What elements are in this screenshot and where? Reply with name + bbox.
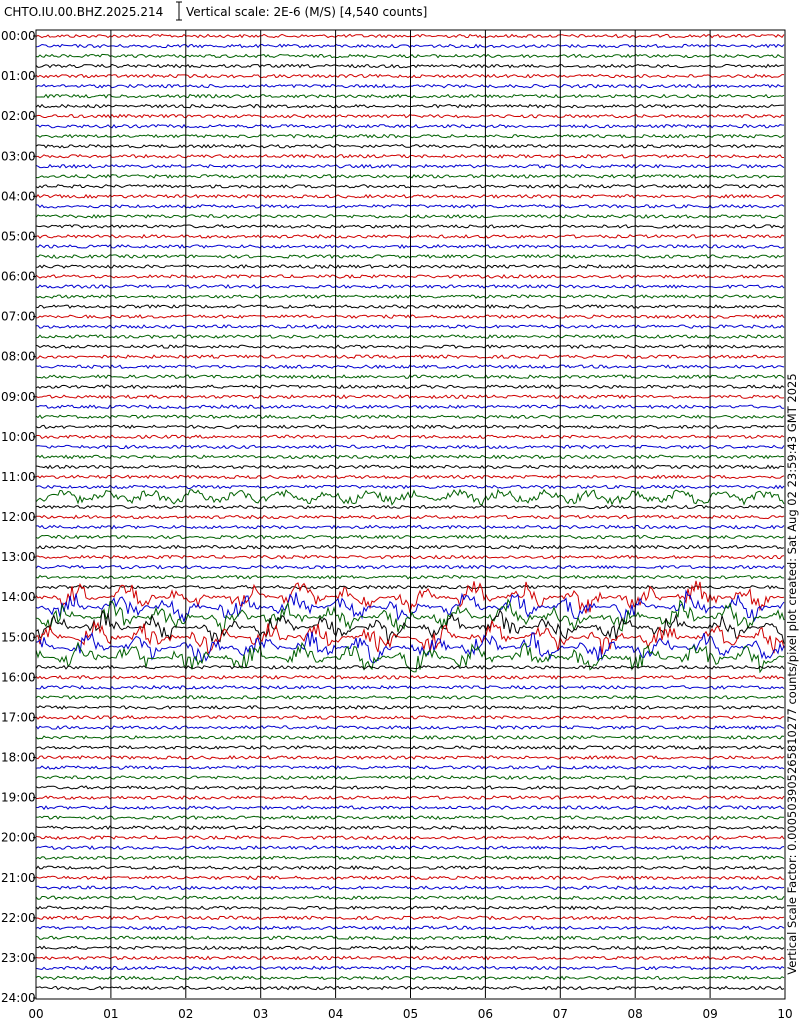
y-tick-label: 19:00 (1, 791, 36, 805)
station-label: CHTO.IU.00.BHZ.2025.214 (4, 5, 163, 19)
x-tick-label: 09 (702, 1007, 717, 1021)
y-tick-label: 24:00 (1, 991, 36, 1005)
y-tick-label: 06:00 (1, 270, 36, 284)
scale-bar (176, 1, 182, 21)
y-tick-label: 16:00 (1, 670, 36, 684)
y-tick-label: 07:00 (1, 310, 36, 324)
side-text: Vertical Scale Factor: 0.000503905265810… (785, 373, 799, 974)
x-tick-label: 01 (103, 1007, 118, 1021)
y-tick-label: 11:00 (1, 470, 36, 484)
y-tick-label: 02:00 (1, 109, 36, 123)
y-tick-label: 21:00 (1, 871, 36, 885)
scale-label: Vertical scale: 2E-6 (M/S) [4,540 counts… (186, 5, 427, 19)
y-tick-label: 23:00 (1, 951, 36, 965)
y-tick-label: 05:00 (1, 229, 36, 243)
x-tick-label: 05 (403, 1007, 418, 1021)
y-tick-label: 13:00 (1, 550, 36, 564)
x-tick-label: 07 (553, 1007, 568, 1021)
y-tick-label: 04:00 (1, 189, 36, 203)
y-tick-label: 08:00 (1, 350, 36, 364)
y-tick-label: 17:00 (1, 710, 36, 724)
y-tick-label: 15:00 (1, 630, 36, 644)
y-tick-label: 12:00 (1, 510, 36, 524)
x-tick-label: 03 (253, 1007, 268, 1021)
x-tick-label: 04 (328, 1007, 343, 1021)
y-tick-label: 18:00 (1, 751, 36, 765)
y-tick-label: 01:00 (1, 69, 36, 83)
x-tick-label: 08 (628, 1007, 643, 1021)
x-tick-label: 00 (28, 1007, 43, 1021)
y-tick-label: 20:00 (1, 831, 36, 845)
y-tick-label: 03:00 (1, 149, 36, 163)
y-tick-label: 00:00 (1, 29, 36, 43)
y-tick-label: 22:00 (1, 911, 36, 925)
x-tick-label: 06 (478, 1007, 493, 1021)
y-tick-label: 14:00 (1, 590, 36, 604)
x-tick-label: 10 (777, 1007, 792, 1021)
y-tick-label: 10:00 (1, 430, 36, 444)
x-tick-label: 02 (178, 1007, 193, 1021)
y-tick-label: 09:00 (1, 390, 36, 404)
